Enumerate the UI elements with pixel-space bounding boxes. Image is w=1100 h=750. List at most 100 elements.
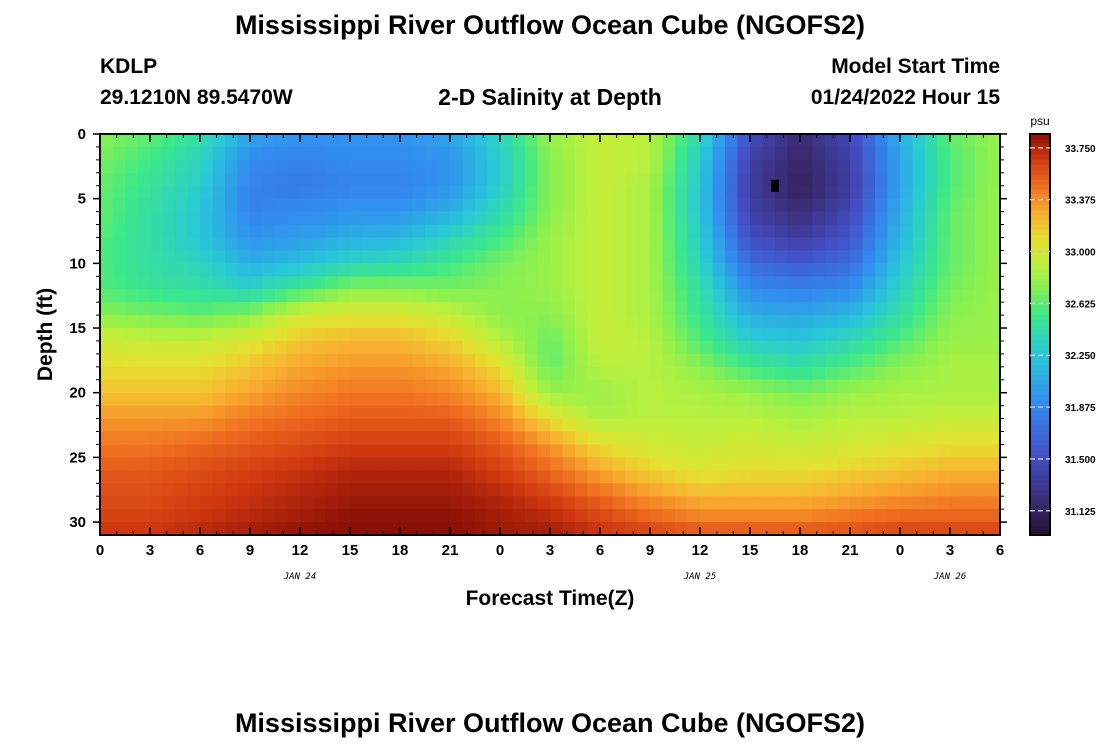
heatmap-cell [350, 159, 364, 174]
heatmap-cell [400, 353, 414, 368]
heatmap-cell [537, 224, 551, 239]
heatmap-cell [812, 276, 826, 290]
heatmap-cell [687, 457, 701, 471]
heatmap-cell [950, 457, 964, 471]
heatmap-cell [225, 496, 239, 510]
heatmap-cell [475, 302, 489, 316]
heatmap-cell [625, 211, 639, 226]
y-tick-label: 25 [69, 449, 86, 466]
heatmap-cell [862, 289, 876, 303]
heatmap-cell [587, 366, 601, 381]
heatmap-cell [162, 146, 176, 161]
heatmap-cell [850, 366, 864, 381]
heatmap-cell [650, 522, 664, 536]
heatmap-cell [137, 483, 151, 497]
heatmap-cell [325, 457, 339, 471]
colorbar-segment [1030, 519, 1050, 526]
heatmap-cell [787, 198, 801, 213]
heatmap-cell [750, 185, 764, 200]
heatmap-cell [687, 302, 701, 316]
heatmap-cell [962, 276, 976, 290]
heatmap-cell [237, 444, 251, 458]
heatmap-cell [837, 289, 851, 303]
heatmap-cell [862, 483, 876, 497]
heatmap-cell [225, 289, 239, 303]
heatmap-cell [125, 172, 139, 187]
heatmap-cell [575, 522, 589, 536]
heatmap-cell [137, 224, 151, 239]
heatmap-cell [250, 353, 264, 368]
heatmap-cell [262, 211, 276, 226]
colorbar-segment [1030, 164, 1050, 170]
heatmap-cell [800, 146, 814, 161]
colorbar-segment [1030, 529, 1050, 536]
heatmap-cell [375, 405, 389, 420]
heatmap-cell [750, 483, 764, 497]
heatmap-cell [750, 405, 764, 420]
y-tick-label: 5 [78, 191, 86, 208]
heatmap-cell [650, 418, 664, 433]
heatmap-cell [437, 470, 451, 484]
heatmap-cell [812, 134, 826, 148]
heatmap-cell [687, 392, 701, 407]
heatmap-cell [787, 366, 801, 381]
heatmap-cell [350, 302, 364, 316]
heatmap-cell [612, 134, 626, 148]
heatmap-cell [525, 483, 539, 497]
heatmap-cell [375, 431, 389, 446]
heatmap-cell [700, 198, 714, 213]
heatmap-cell [762, 366, 776, 381]
heatmap-cell [612, 224, 626, 239]
heatmap-cell [275, 276, 289, 290]
heatmap-cell [937, 431, 951, 446]
heatmap-cell [750, 172, 764, 187]
heatmap-cell [775, 134, 789, 148]
heatmap-cell [862, 276, 876, 290]
heatmap-cell [725, 366, 739, 381]
heatmap-cell [962, 185, 976, 200]
y-tick-label: 10 [69, 255, 86, 272]
heatmap-cell [637, 263, 651, 277]
heatmap-cell [125, 366, 139, 381]
heatmap-cell [562, 315, 576, 329]
heatmap-cell [337, 444, 351, 458]
heatmap-cell [425, 340, 439, 355]
heatmap-cell [925, 172, 939, 187]
heatmap-cell [512, 509, 526, 523]
heatmap-cell [300, 302, 314, 316]
heatmap-cell [100, 224, 114, 239]
heatmap-cell [362, 431, 376, 446]
heatmap-cell [650, 340, 664, 355]
heatmap-cell [262, 366, 276, 381]
heatmap-cell [287, 431, 301, 446]
heatmap-cell [612, 237, 626, 252]
heatmap-cell [625, 444, 639, 458]
heatmap-cell [387, 289, 401, 303]
heatmap-cell [487, 146, 501, 161]
heatmap-cell [150, 340, 164, 355]
date-labels: JAN 24 JAN 25 JAN 26 [283, 572, 967, 582]
heatmap-cell [887, 276, 901, 290]
heatmap-cell [675, 159, 689, 174]
heatmap-cell [137, 470, 151, 484]
heatmap-cell [987, 509, 1001, 523]
heatmap-cell [625, 198, 639, 213]
heatmap-cell [200, 379, 214, 394]
heatmap-cell [375, 392, 389, 407]
heatmap-cell [937, 496, 951, 510]
heatmap-cell [775, 224, 789, 239]
heatmap-cell [100, 509, 114, 523]
heatmap-cell [487, 496, 501, 510]
heatmap-cell [625, 159, 639, 174]
heatmap-cell [525, 237, 539, 252]
heatmap-cell [737, 237, 751, 252]
heatmap-cell [962, 237, 976, 252]
heatmap-cell [712, 509, 726, 523]
heatmap-cell [550, 379, 564, 394]
heatmap-cell [487, 328, 501, 342]
heatmap-cell [900, 263, 914, 277]
heatmap-cell [100, 211, 114, 226]
heatmap-cell [800, 315, 814, 329]
heatmap-cell [787, 405, 801, 420]
heatmap-cell [550, 211, 564, 226]
